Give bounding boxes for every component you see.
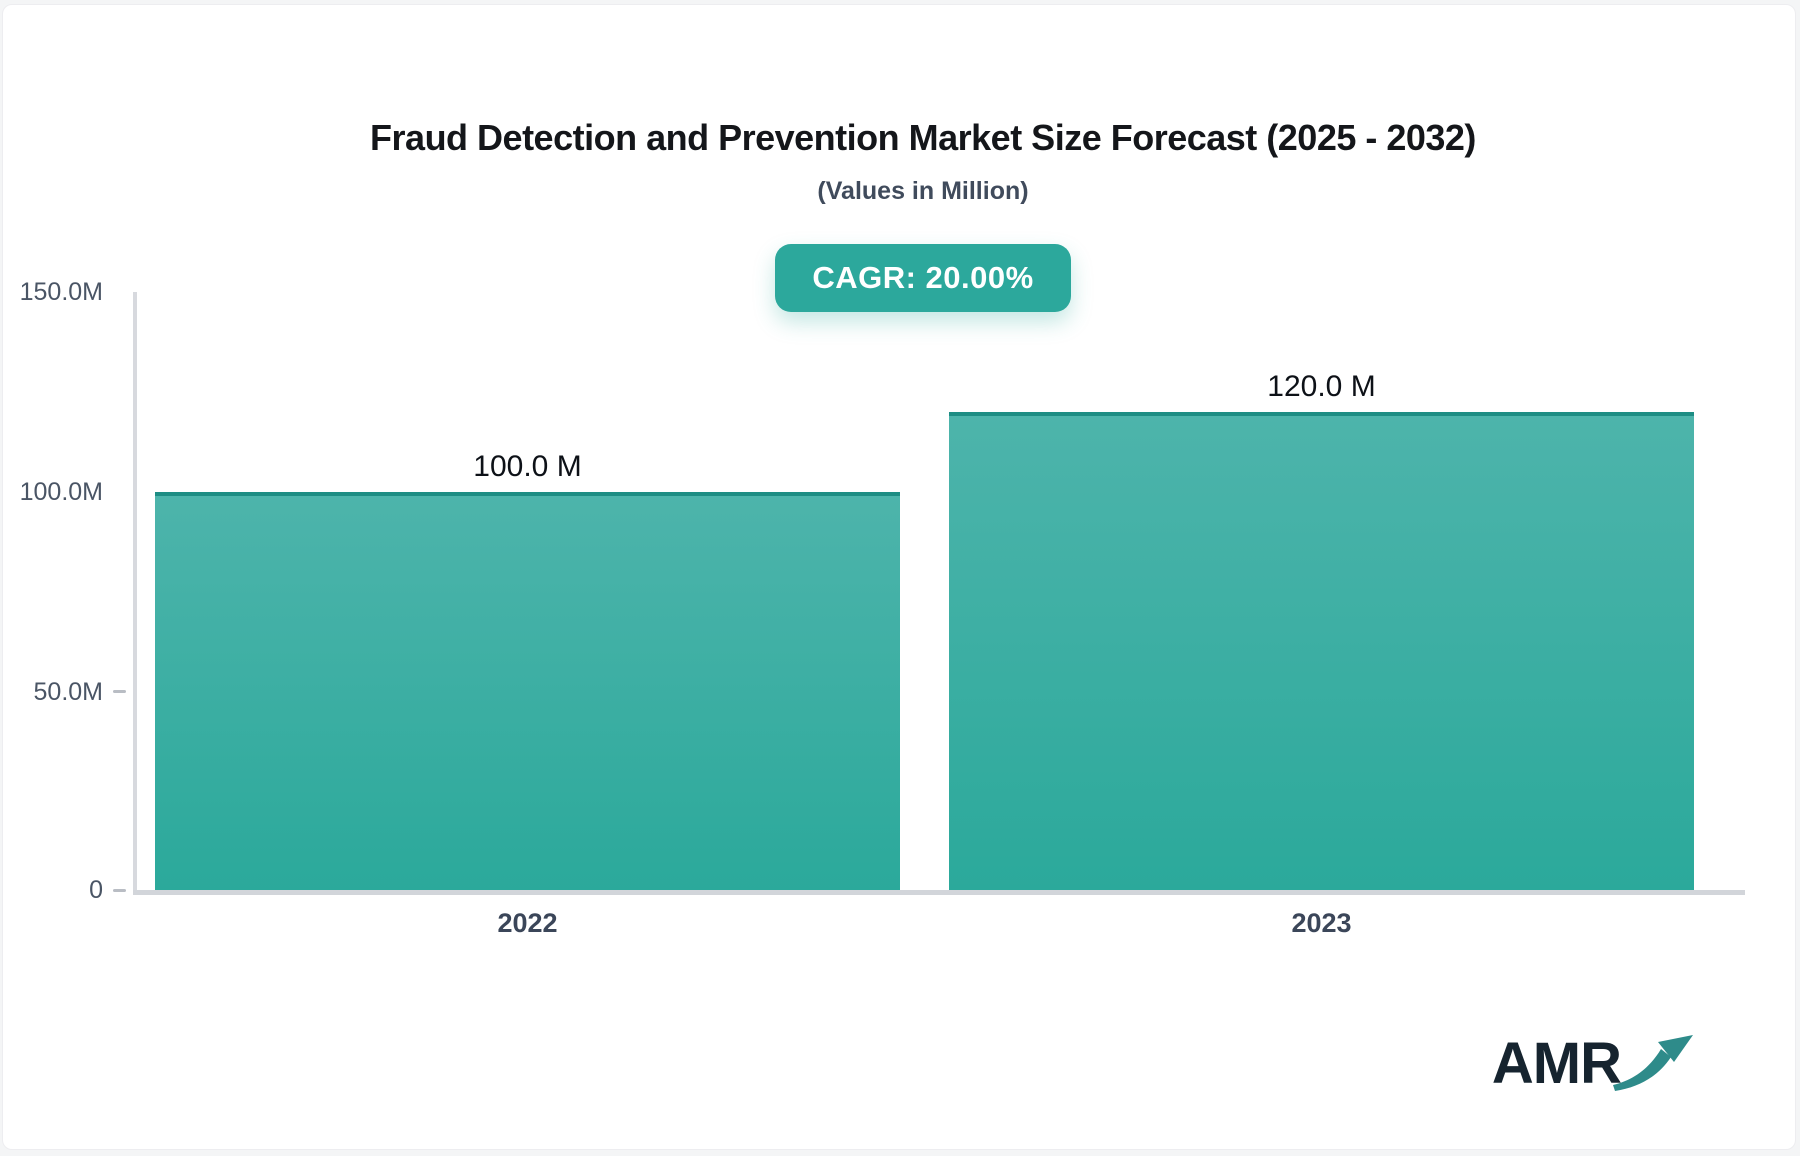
bar-2023: 120.0 M	[949, 370, 1694, 890]
amr-logo: AMR	[1492, 1031, 1695, 1097]
bar-value-label: 120.0 M	[1267, 370, 1376, 403]
y-axis-tick-mark	[113, 889, 126, 892]
growth-arrow-icon	[1613, 1035, 1693, 1091]
y-axis-tick-label: 50.0M	[33, 678, 103, 706]
y-axis-tick-mark	[113, 690, 126, 693]
chart-subtitle: (Values in Million)	[817, 177, 1029, 205]
amr-logo-text: AMR	[1491, 1031, 1622, 1096]
y-axis-tick-label: 100.0M	[19, 478, 103, 506]
y-axis-tick-label: 150.0M	[19, 278, 103, 306]
bar-2022: 100.0 M	[155, 450, 900, 890]
chart-header: Fraud Detection and Prevention Market Si…	[53, 5, 1793, 312]
chart-card: Fraud Detection and Prevention Market Si…	[2, 4, 1796, 1150]
x-axis-category-label: 2022	[497, 908, 558, 938]
cagr-badge: CAGR: 20.00%	[775, 244, 1071, 312]
chart-title: Fraud Detection and Prevention Market Si…	[370, 117, 1476, 158]
plot-area: 150.0M 100.0M 50.0M 0 100.0 M 120.0 M 20…	[3, 278, 1800, 938]
x-axis-category-label: 2023	[1291, 908, 1352, 938]
y-axis-line	[133, 292, 137, 892]
y-axis-tick-label: 0	[89, 876, 103, 904]
x-axis-line	[133, 890, 1745, 895]
bar-value-label: 100.0 M	[473, 450, 582, 483]
